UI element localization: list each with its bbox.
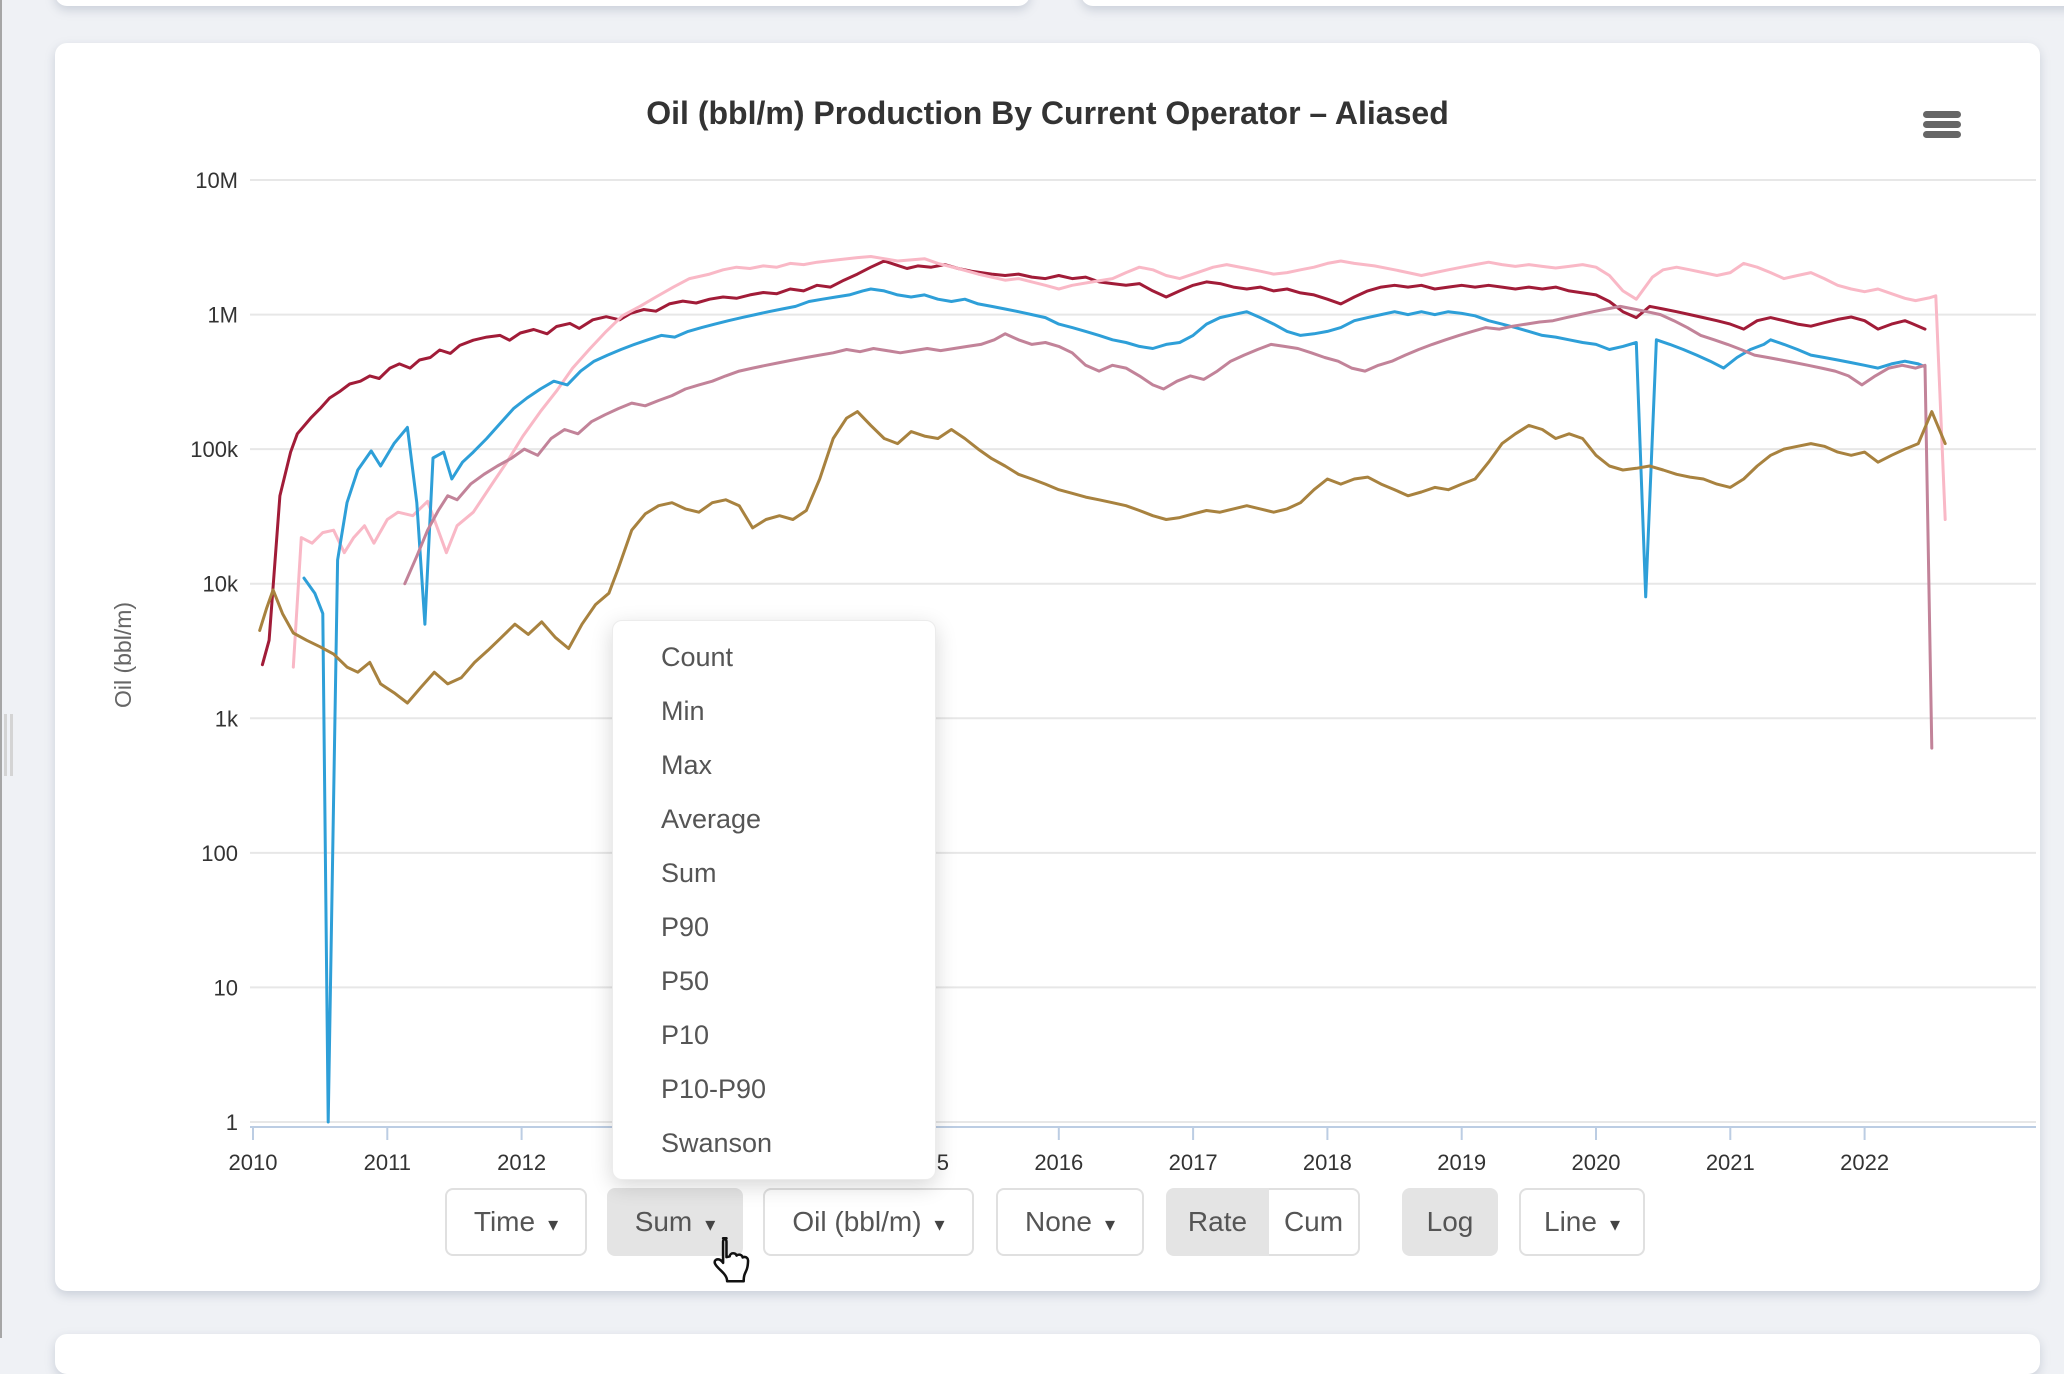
x-tick-label: 2012	[497, 1150, 546, 1175]
time-dropdown-button[interactable]: Time ▾	[445, 1188, 587, 1256]
y-axis-title: Oil (bbl/m)	[110, 602, 136, 708]
aggregate-dropdown-button[interactable]: Sum ▾	[607, 1188, 743, 1256]
dropdown-item-count[interactable]: Count	[661, 642, 734, 672]
measure-label: Oil (bbl/m)	[792, 1206, 922, 1237]
bottom-card	[55, 1334, 2040, 1374]
series-line-brown[interactable]	[258, 410, 1947, 705]
dropdown-item-p50[interactable]: P50	[661, 966, 710, 996]
x-tick-label: 2021	[1706, 1150, 1755, 1175]
y-tick-label: 10M	[195, 168, 238, 193]
x-tick-label: 2018	[1303, 1150, 1352, 1175]
top-card-left	[55, 0, 1030, 6]
chevron-down-icon: ▾	[548, 1213, 559, 1236]
x-tick-label: 2010	[229, 1150, 278, 1175]
x-tick-label: 2022	[1840, 1150, 1889, 1175]
y-tick-label: 1M	[207, 303, 238, 328]
dropdown-item-sum[interactable]: Sum	[661, 858, 717, 888]
aggregate-dropdown-menu: Count Min Max Average Sum P90 P50 P10 P10-P90 Swa…	[612, 620, 936, 1180]
series-line-blue[interactable]	[302, 287, 1927, 1124]
x-tick-label: 2020	[1572, 1150, 1621, 1175]
x-tick-label: 2011	[364, 1150, 411, 1175]
dropdown-item-min[interactable]: Min	[661, 696, 705, 726]
normalize-label: None	[1025, 1206, 1092, 1237]
line-label: Line	[1544, 1206, 1597, 1237]
top-card-right	[1081, 0, 2064, 6]
x-tick-label: 2016	[1034, 1150, 1083, 1175]
log-label: Log	[1426, 1206, 1474, 1237]
log-toggle-button[interactable]: Log	[1402, 1188, 1498, 1256]
normalize-dropdown-button[interactable]: None ▾	[996, 1188, 1144, 1256]
chevron-down-icon: ▾	[1104, 1213, 1115, 1236]
x-tick-label: 2017	[1169, 1150, 1218, 1175]
y-tick-label: 1k	[215, 706, 239, 731]
series-line-pink[interactable]	[291, 255, 1947, 669]
left-edge-divider	[0, 0, 2, 1338]
chart-title: Oil (bbl/m) Production By Current Operat…	[646, 95, 1449, 131]
dropdown-item-p10[interactable]: P10	[661, 1020, 710, 1050]
line-style-dropdown-button[interactable]: Line ▾	[1519, 1188, 1645, 1256]
measure-dropdown-button[interactable]: Oil (bbl/m) ▾	[763, 1188, 974, 1256]
chevron-down-icon: ▾	[705, 1213, 716, 1236]
resize-handle-bar[interactable]	[10, 714, 13, 776]
x-tick-label: 2019	[1437, 1150, 1486, 1175]
dropdown-item-max[interactable]: Max	[661, 750, 713, 780]
chevron-down-icon: ▾	[934, 1213, 945, 1236]
dropdown-item-p10-p90[interactable]: P10-P90	[661, 1074, 767, 1104]
series-line-dark-red[interactable]	[260, 259, 1927, 667]
resize-handle-bar[interactable]	[4, 714, 7, 776]
y-tick-label: 100k	[190, 437, 239, 462]
hamburger-icon[interactable]	[1923, 111, 1961, 141]
time-label: Time	[473, 1206, 536, 1237]
chart-card	[55, 43, 2040, 1291]
dropdown-item-average[interactable]: Average	[661, 804, 762, 834]
y-tick-label: 100	[201, 841, 238, 866]
dropdown-item-p90[interactable]: P90	[661, 912, 710, 942]
rate-toggle-button[interactable]: Rate	[1166, 1188, 1269, 1256]
y-tick-label: 10	[214, 975, 238, 1000]
rate-cum-toggle: Rate Cum	[1166, 1188, 1360, 1256]
dropdown-item-swanson[interactable]: Swanson	[661, 1128, 773, 1158]
aggregate-label: Sum	[634, 1206, 693, 1237]
chevron-down-icon: ▾	[1609, 1213, 1620, 1236]
y-tick-label: 10k	[203, 572, 239, 597]
y-tick-label: 1	[226, 1110, 238, 1135]
cum-toggle-button[interactable]: Cum	[1269, 1188, 1360, 1256]
production-line-chart: 10M1M100k10k1k10010120102011201220132014…	[110, 168, 2036, 1175]
series-line-mauve[interactable]	[403, 304, 1934, 750]
